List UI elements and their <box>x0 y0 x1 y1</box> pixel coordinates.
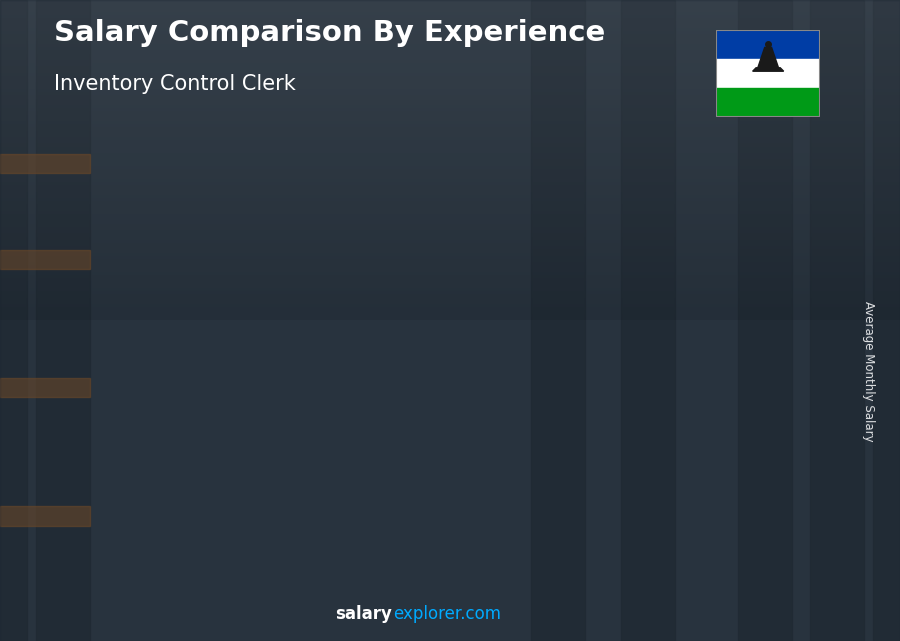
Polygon shape <box>456 369 525 376</box>
Text: 0 LSL: 0 LSL <box>317 391 357 404</box>
Bar <box>0 378 90 397</box>
Polygon shape <box>456 376 517 558</box>
Text: +nan%: +nan% <box>264 356 335 374</box>
Polygon shape <box>339 416 400 558</box>
Polygon shape <box>517 369 525 558</box>
Bar <box>810 0 864 641</box>
Text: salary: salary <box>335 605 392 623</box>
Text: 0 LSL: 0 LSL <box>667 285 707 297</box>
Text: +nan%: +nan% <box>614 250 685 268</box>
Bar <box>0 250 90 269</box>
Polygon shape <box>689 303 758 310</box>
Polygon shape <box>166 492 175 558</box>
Bar <box>36 0 90 641</box>
Bar <box>716 59 820 88</box>
Bar <box>0 154 90 173</box>
Polygon shape <box>106 499 166 558</box>
Bar <box>716 88 820 117</box>
Polygon shape <box>284 452 292 558</box>
Bar <box>873 0 900 641</box>
Polygon shape <box>222 459 284 558</box>
Polygon shape <box>106 492 175 499</box>
Polygon shape <box>572 334 642 341</box>
Bar <box>531 0 585 641</box>
Polygon shape <box>750 303 758 558</box>
Bar <box>0 506 90 526</box>
Text: 0 LSL: 0 LSL <box>433 351 473 365</box>
Polygon shape <box>689 310 750 558</box>
Polygon shape <box>339 409 408 416</box>
Polygon shape <box>222 452 292 459</box>
Bar <box>716 30 820 59</box>
Text: 0 LSL: 0 LSL <box>200 434 240 447</box>
Text: 0 LSL: 0 LSL <box>550 316 590 329</box>
Text: explorer.com: explorer.com <box>393 605 501 623</box>
Text: Average Monthly Salary: Average Monthly Salary <box>862 301 875 442</box>
Text: 0 LSL: 0 LSL <box>84 474 124 487</box>
Polygon shape <box>400 409 408 558</box>
Bar <box>621 0 675 641</box>
Polygon shape <box>572 341 634 558</box>
Polygon shape <box>634 334 642 558</box>
Text: +nan%: +nan% <box>381 317 452 335</box>
Text: Inventory Control Clerk: Inventory Control Clerk <box>54 74 296 94</box>
Polygon shape <box>752 68 784 71</box>
Bar <box>738 0 792 641</box>
Text: +nan%: +nan% <box>498 281 569 299</box>
Text: Salary Comparison By Experience: Salary Comparison By Experience <box>54 19 605 47</box>
Bar <box>0 0 27 641</box>
Polygon shape <box>758 47 778 68</box>
Text: +nan%: +nan% <box>148 399 219 417</box>
